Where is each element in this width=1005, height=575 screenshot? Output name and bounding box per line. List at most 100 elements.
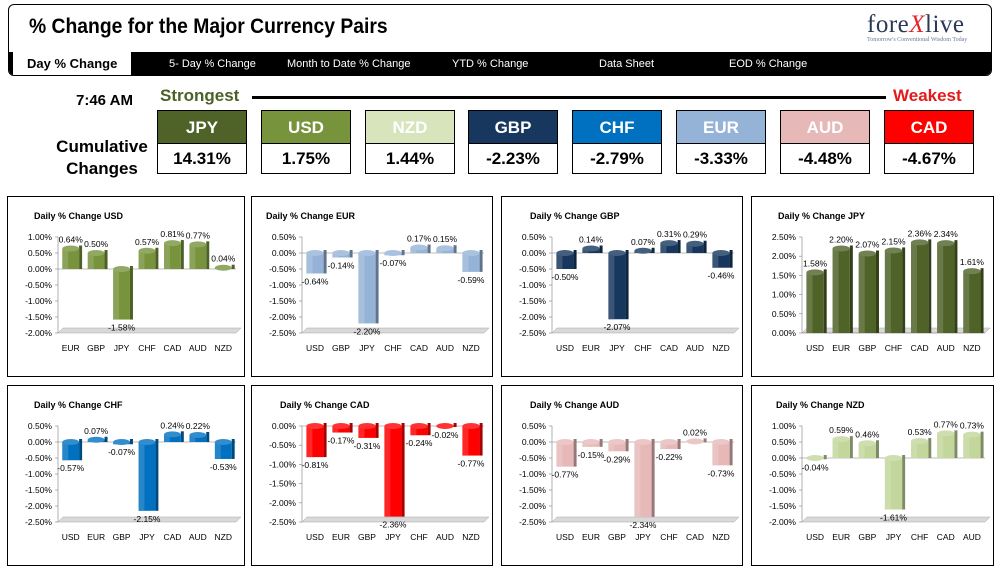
- y-tick-label: 0.50%: [28, 421, 53, 431]
- bar-cad: [410, 244, 431, 253]
- bar-nzd: [214, 264, 235, 271]
- data-label: -0.59%: [458, 275, 485, 285]
- y-tick-label: 0.00%: [28, 264, 53, 274]
- y-tick-label: 0.50%: [522, 421, 547, 431]
- x-tick-label: CAD: [660, 343, 678, 353]
- x-tick-label: CAD: [163, 532, 181, 542]
- x-tick-label: GBP: [858, 532, 876, 542]
- data-label: 2.15%: [881, 236, 906, 246]
- y-tick-label: -2.50%: [269, 328, 296, 338]
- data-label: -0.64%: [302, 276, 329, 286]
- x-tick-label: GBP: [332, 343, 350, 353]
- y-tick-label: -2.50%: [519, 328, 546, 338]
- data-label: 0.53%: [908, 427, 933, 437]
- x-tick-label: EUR: [332, 532, 350, 542]
- page-title: % Change for the Major Currency Pairs: [29, 15, 388, 38]
- bar-aud: [436, 245, 457, 253]
- logo-main: fore: [867, 11, 910, 38]
- data-label: -0.77%: [458, 459, 485, 469]
- x-tick-label: AUD: [436, 532, 454, 542]
- logo-x: X: [909, 11, 926, 38]
- forexlive-logo[interactable]: foreXlive Tomorrow's Conventional Wisdom…: [867, 11, 977, 51]
- bar-chf: [660, 439, 681, 450]
- y-tick-label: -2.00%: [769, 517, 796, 527]
- currency-card-usd: USD 1.75%: [261, 110, 351, 174]
- data-label: 0.07%: [84, 426, 109, 436]
- y-tick-label: -0.50%: [25, 280, 52, 290]
- currency-cumulative-value: -4.48%: [798, 149, 852, 168]
- tab-month-to-date[interactable]: Month to Date % Change: [287, 58, 411, 70]
- bar-eur: [582, 439, 603, 447]
- x-tick-label: USD: [306, 343, 324, 353]
- tab-eod-change[interactable]: EOD % Change: [729, 58, 808, 70]
- y-tick-label: -1.00%: [25, 296, 52, 306]
- y-tick-label: -1.50%: [519, 296, 546, 306]
- tab-5-day-change[interactable]: 5- Day % Change: [169, 58, 256, 70]
- bar-chart: 0.50% 0.00% -0.50% -1.00% -1.50% -2.00% -2.50%…: [269, 232, 490, 353]
- currency-cumulative-value: 14.31%: [173, 149, 231, 168]
- currency-card-nzd: NZD 1.44%: [365, 110, 455, 174]
- y-tick-label: -2.50%: [269, 517, 296, 527]
- x-tick-label: EUR: [832, 532, 850, 542]
- bar-cad: [164, 431, 184, 442]
- chart-floor: [801, 516, 991, 523]
- bar-aud: [436, 423, 457, 429]
- data-label: -0.31%: [354, 441, 381, 451]
- x-tick-label: GBP: [113, 532, 131, 542]
- chart-panel-6: Daily % Change CAD 0.00% -0.50% -1.00% -1.50…: [251, 385, 493, 566]
- bar-aud: [963, 431, 984, 458]
- data-label: -1.61%: [880, 513, 907, 523]
- x-tick-label: EUR: [832, 343, 850, 353]
- chart-floor: [551, 516, 740, 523]
- chart-panel-3: Daily % Change GBP 0.50% 0.00% -0.50% -1.00%…: [501, 196, 743, 377]
- x-tick-label: GBP: [87, 343, 105, 353]
- currency-card-aud: AUD -4.48%: [780, 110, 870, 174]
- y-tick-label: -1.50%: [269, 296, 296, 306]
- y-tick-label: -2.50%: [25, 517, 52, 527]
- tab-day-change[interactable]: Day % Change: [13, 52, 132, 75]
- currency-cumulative-value: 1.75%: [281, 149, 331, 168]
- x-tick-label: USD: [806, 343, 824, 353]
- currency-name: NZD: [366, 111, 454, 144]
- y-tick-label: 0.50%: [522, 232, 547, 242]
- y-tick-label: -1.00%: [269, 459, 296, 469]
- data-label: 0.22%: [186, 421, 211, 431]
- bar-eur: [87, 436, 108, 443]
- tab-ytd-change[interactable]: YTD % Change: [452, 58, 529, 70]
- data-label: 1.58%: [803, 258, 828, 268]
- x-tick-label: USD: [306, 532, 324, 542]
- chart-floor: [301, 516, 490, 523]
- x-tick-label: EUR: [582, 532, 600, 542]
- data-label: -0.50%: [552, 272, 579, 282]
- x-tick-label: CHF: [138, 343, 155, 353]
- data-label: 2.36%: [908, 228, 933, 238]
- tab-data-sheet[interactable]: Data Sheet: [599, 58, 655, 70]
- x-tick-label: AUD: [686, 343, 704, 353]
- y-tick-label: -1.50%: [269, 479, 296, 489]
- data-label: -0.77%: [552, 470, 579, 480]
- bar-jpy: [884, 455, 906, 510]
- data-label: -0.57%: [57, 463, 84, 473]
- x-tick-label: JPY: [609, 343, 625, 353]
- data-label: -0.46%: [708, 271, 735, 281]
- data-label: 2.20%: [829, 235, 854, 245]
- y-tick-label: 2.50%: [772, 232, 797, 242]
- x-tick-label: JPY: [385, 532, 401, 542]
- chart-floor: [57, 327, 242, 334]
- x-tick-label: NZD: [462, 343, 479, 353]
- bar-chf: [884, 247, 906, 333]
- bar-aud: [189, 431, 210, 442]
- bar-jpy: [138, 439, 159, 511]
- currency-card-cad: CAD -4.67%: [884, 110, 974, 174]
- bar-gbp: [113, 439, 133, 445]
- y-tick-label: -2.00%: [269, 498, 296, 508]
- y-tick-label: 2.00%: [772, 251, 797, 261]
- x-tick-label: GBP: [358, 532, 376, 542]
- y-tick-label: -0.50%: [25, 453, 52, 463]
- currency-card-chf: CHF -2.79%: [572, 110, 662, 174]
- bar-gbp: [87, 250, 108, 269]
- data-label: -2.34%: [630, 520, 657, 530]
- bar-gbp: [358, 423, 379, 438]
- chart-panel-1: Daily % Change USD 1.00% 0.50% 0.00% -0.50% -…: [7, 196, 245, 377]
- data-label: -1.58%: [108, 323, 135, 333]
